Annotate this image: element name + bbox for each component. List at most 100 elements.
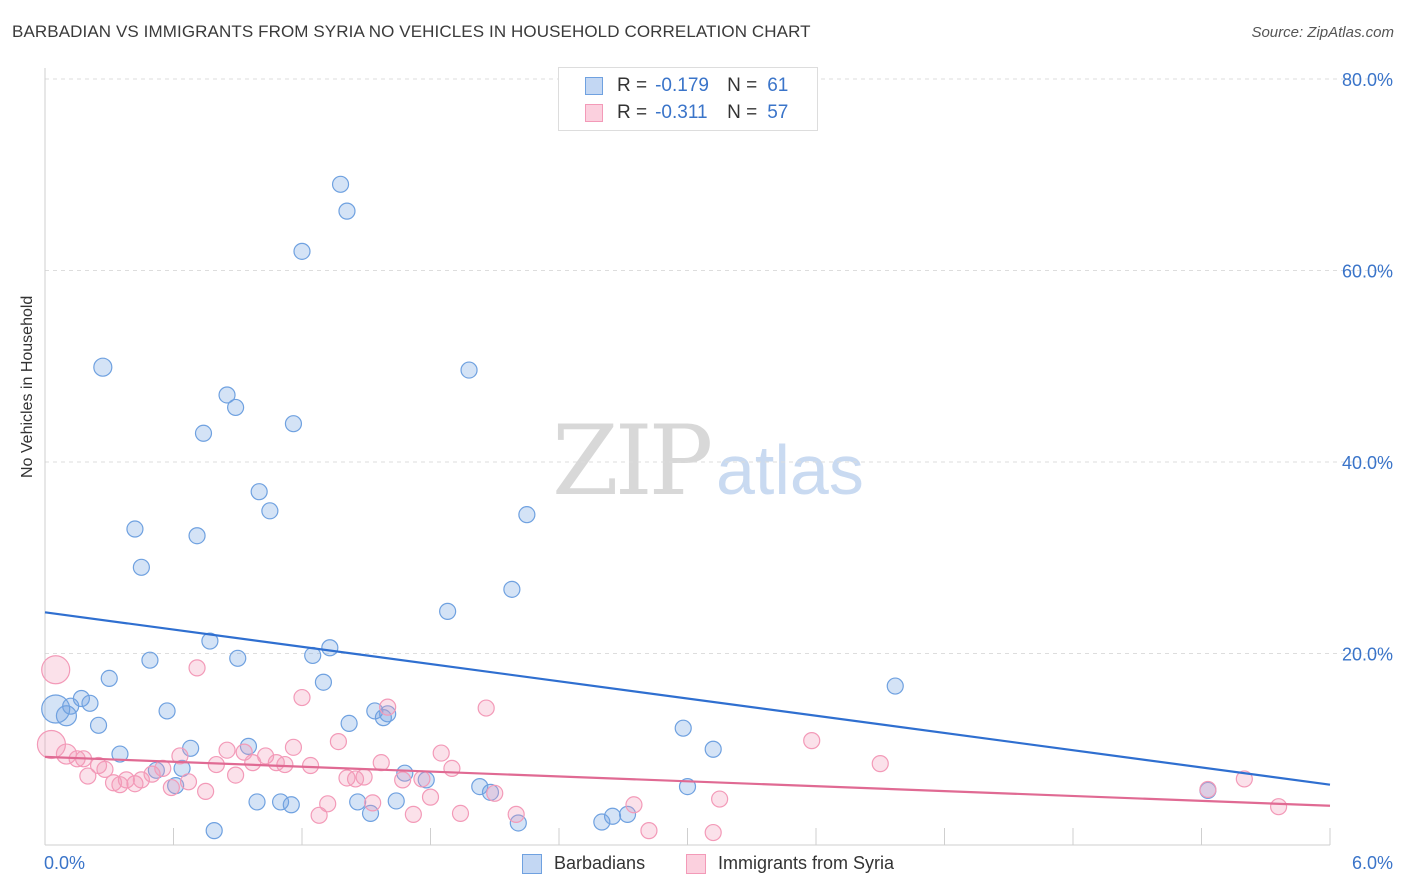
syria-point <box>704 823 722 842</box>
r-label: R = <box>617 102 648 123</box>
barbadians-point <box>89 716 108 734</box>
n-value: 61 <box>767 75 789 96</box>
barbadians-point <box>618 805 637 823</box>
legend-item-barbadians[interactable]: Barbadians <box>522 853 645 874</box>
syria-point <box>96 760 114 778</box>
syria-point <box>162 778 180 797</box>
syria-legend-swatch <box>686 853 706 874</box>
syria-point <box>218 741 236 759</box>
barbadians-point <box>41 694 71 724</box>
barbadians-point <box>282 796 300 814</box>
syria-point <box>355 768 373 786</box>
r-value: -0.179 <box>655 75 709 96</box>
syria-point <box>372 754 390 772</box>
barbadians-point <box>396 764 414 782</box>
barbadians-point <box>205 822 223 840</box>
syria-point <box>227 766 245 784</box>
barbadians-point <box>229 649 247 667</box>
syria-point <box>507 805 525 823</box>
barbadians-point <box>188 527 206 545</box>
barbadians-point <box>471 777 489 796</box>
barbadians-point <box>678 777 697 796</box>
barbadians-point <box>349 793 367 811</box>
syria-point <box>421 788 440 806</box>
r-value: -0.311 <box>655 102 708 123</box>
syria-point <box>413 770 431 788</box>
syria-point <box>803 732 821 750</box>
syria-point <box>404 805 422 823</box>
y-axis-label: No Vehicles in Household <box>19 295 36 478</box>
barbadians-trendline <box>44 611 1331 786</box>
syria-point <box>338 769 356 787</box>
watermark-atlas: atlas <box>716 431 864 509</box>
syria-point <box>154 759 172 778</box>
syria-point <box>117 771 135 789</box>
barbadians-point <box>379 705 397 723</box>
barbadians-point <box>603 807 622 825</box>
chart-title: BARBADIAN VS IMMIGRANTS FROM SYRIA NO VE… <box>12 22 811 41</box>
syria-point <box>1235 770 1253 788</box>
barbadians-point <box>886 677 904 695</box>
barbadians-point <box>100 669 118 687</box>
syria-point <box>364 794 382 812</box>
y-tick-label: 60.0% <box>1342 262 1393 282</box>
n-value: 57 <box>767 102 789 123</box>
syria-point <box>477 699 495 717</box>
barbadians-point <box>227 398 245 417</box>
syria-point <box>310 806 328 824</box>
syria-point <box>625 796 643 814</box>
syria-point <box>432 744 450 762</box>
barbadians-point <box>314 673 333 691</box>
y-tick-label: 80.0% <box>1342 70 1393 90</box>
syria-point <box>640 822 658 840</box>
barbadians-point <box>503 580 521 598</box>
syria-swatch <box>585 104 603 122</box>
barbadians-point <box>674 719 692 737</box>
barbadians-point <box>284 415 303 433</box>
syria-point <box>41 655 71 685</box>
syria-point <box>443 759 461 778</box>
n-label: N = <box>727 75 758 96</box>
barbadians-point <box>593 813 611 831</box>
syria-point <box>319 795 337 813</box>
x-tick-label: 0.0% <box>44 853 85 873</box>
syria-point <box>188 659 206 677</box>
barbadians-point <box>81 694 99 712</box>
barbadians-point <box>366 702 384 720</box>
barbadians-point <box>261 502 279 520</box>
barbadians-point <box>331 175 350 193</box>
syria-point <box>104 774 123 792</box>
barbadians-point <box>387 792 405 810</box>
syria-point <box>276 755 294 774</box>
barbadians-point <box>93 357 113 377</box>
syria-point <box>79 767 97 785</box>
barbadians-point <box>704 740 722 758</box>
barbadians-point <box>141 651 159 669</box>
stats-row-barbadians: R = -0.179 N = 61 <box>585 73 788 99</box>
barbadians-legend-swatch <box>522 853 542 874</box>
syria-point <box>329 732 348 751</box>
series-legend: Barbadians Immigrants from Syria <box>0 850 1406 878</box>
barbadians-point <box>321 639 339 657</box>
barbadians-point <box>250 483 268 501</box>
barbadians-point <box>271 793 290 811</box>
barbadians-point <box>72 689 91 708</box>
legend-item-syria[interactable]: Immigrants from Syria <box>686 853 894 874</box>
barbadians-point <box>201 632 219 650</box>
syria-point <box>1199 780 1217 799</box>
barbadians-point <box>340 714 358 732</box>
syria-point <box>143 765 161 783</box>
syria-point <box>197 782 215 800</box>
barbadians-point <box>361 804 380 823</box>
syria-point <box>451 804 470 823</box>
source-label: Source: ZipAtlas.com <box>1251 24 1394 41</box>
y-tick-label: 20.0% <box>1342 645 1393 665</box>
barbadians-point <box>248 793 266 811</box>
syria-point <box>871 755 889 773</box>
barbadians-point <box>218 386 236 404</box>
barbadians-point <box>338 202 356 220</box>
barbadians-point <box>126 520 144 538</box>
stats-legend: R = -0.179 N = 61 R = -0.311 N = 57 <box>558 67 818 131</box>
barbadians-point <box>132 558 150 576</box>
